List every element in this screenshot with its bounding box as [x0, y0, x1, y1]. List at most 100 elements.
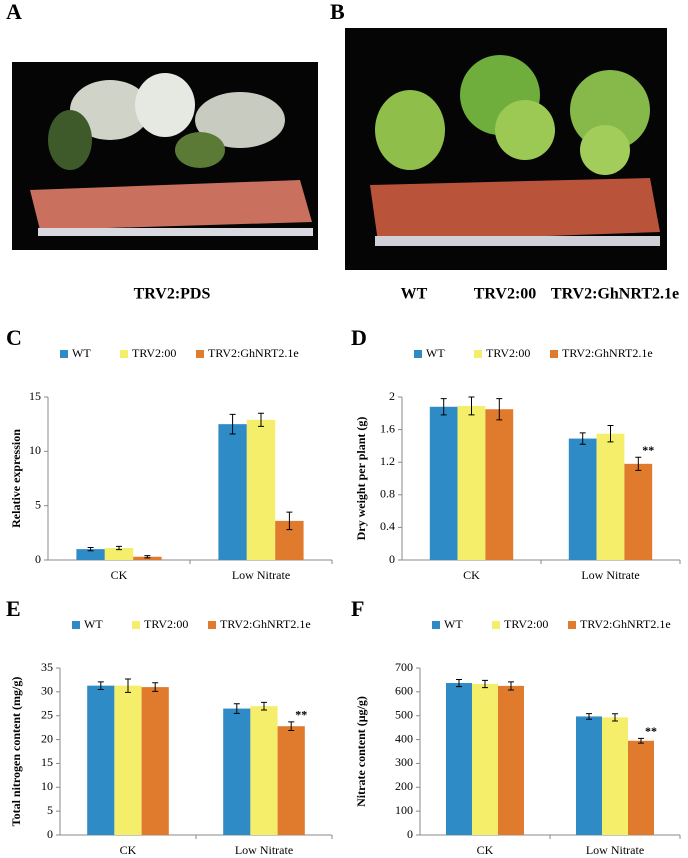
y-tick-label: 700 — [395, 660, 413, 674]
y-tick-label: 25 — [41, 707, 53, 721]
error-bar — [116, 545, 122, 551]
legend-label: WT — [426, 346, 445, 360]
error-bar — [508, 681, 514, 691]
legend-swatch — [196, 350, 204, 358]
y-axis-label: Total nitrogen content (mg/g) — [9, 677, 23, 827]
bar — [576, 716, 602, 835]
y-tick-label: 100 — [395, 803, 413, 817]
significance: ** — [645, 724, 657, 738]
legend-swatch — [132, 621, 140, 629]
x-tick-label: Low Nitrate — [581, 568, 639, 582]
panel-letter: E — [6, 596, 21, 621]
x-tick-label: CK — [120, 843, 137, 857]
photo-a — [12, 62, 318, 250]
y-tick-label: 200 — [395, 779, 413, 793]
x-tick-label: Low Nitrate — [232, 568, 290, 582]
legend-swatch — [414, 350, 422, 358]
legend-swatch — [568, 621, 576, 629]
error-bar — [125, 678, 131, 693]
y-tick-label: 0.8 — [380, 487, 395, 501]
bar — [602, 717, 628, 835]
bar — [596, 433, 625, 560]
legend-swatch — [120, 350, 128, 358]
y-tick-label: 20 — [41, 731, 53, 745]
panel-letter: A — [6, 0, 22, 24]
y-tick-label: 10 — [29, 443, 41, 457]
legend-label: TRV2:GhNRT2.1e — [208, 346, 299, 360]
y-tick-label: 2 — [389, 389, 395, 403]
error-bar — [286, 511, 293, 531]
legend-label: WT — [444, 617, 463, 631]
error-bar — [635, 456, 642, 471]
bar — [218, 424, 247, 560]
y-axis-label: Dry weight per plant (g) — [354, 417, 368, 541]
y-tick-label: 15 — [29, 389, 41, 403]
y-axis-label: Nitrate content (μg/g) — [354, 696, 368, 807]
y-tick-label: 0 — [35, 552, 41, 566]
x-tick-label: CK — [463, 568, 480, 582]
error-bar — [258, 412, 264, 427]
y-tick-label: 1.6 — [380, 421, 395, 435]
panel-letter: F — [351, 596, 364, 621]
error-bar — [607, 425, 614, 443]
photo-caption: TRV2:GhNRT2.1e — [551, 286, 679, 303]
error-bar — [468, 396, 475, 416]
error-bar — [496, 398, 503, 421]
x-tick-label: CK — [477, 843, 494, 857]
error-bar — [87, 547, 94, 552]
x-tick-label: Low Nitrate — [586, 843, 644, 857]
y-axis-label: Relative expression — [9, 429, 23, 528]
panel-letter: C — [6, 325, 22, 350]
bar — [446, 683, 472, 835]
bar — [223, 708, 251, 835]
legend-label: WT — [84, 617, 103, 631]
error-bar — [638, 737, 644, 744]
y-tick-label: 400 — [395, 731, 413, 745]
legend-swatch — [474, 350, 482, 358]
panel-letter: D — [351, 325, 367, 350]
x-tick-label: Low Nitrate — [235, 843, 293, 857]
error-bar — [233, 703, 240, 714]
legend-swatch — [208, 621, 216, 629]
legend-swatch — [72, 621, 80, 629]
error-bar — [456, 678, 462, 688]
y-tick-label: 5 — [47, 803, 53, 817]
legend-swatch — [550, 350, 558, 358]
y-tick-label: 500 — [395, 707, 413, 721]
bar — [114, 685, 142, 835]
error-bar — [229, 413, 236, 435]
bar — [87, 685, 115, 835]
bar — [277, 726, 305, 835]
y-tick-label: 300 — [395, 755, 413, 769]
y-tick-label: 600 — [395, 684, 413, 698]
y-tick-label: 0 — [389, 552, 395, 566]
error-bar — [261, 701, 267, 711]
y-tick-label: 30 — [41, 684, 53, 698]
error-bar — [482, 679, 488, 689]
significance: ** — [642, 443, 654, 457]
error-bar — [440, 398, 447, 416]
y-tick-label: 0 — [47, 827, 53, 841]
legend-label: WT — [72, 346, 91, 360]
y-tick-label: 15 — [41, 755, 53, 769]
photo-caption: WT — [401, 286, 428, 303]
y-tick-label: 1.2 — [380, 454, 395, 468]
bar — [498, 685, 524, 835]
error-bar — [586, 713, 592, 720]
legend-label: TRV2:00 — [504, 617, 548, 631]
error-bar — [288, 721, 295, 732]
legend-swatch — [432, 621, 440, 629]
y-tick-label: 10 — [41, 779, 53, 793]
legend-label: TRV2:GhNRT2.1e — [562, 346, 653, 360]
legend-label: TRV2:00 — [486, 346, 530, 360]
bar — [472, 683, 498, 835]
bar — [429, 406, 458, 560]
error-bar — [152, 682, 159, 692]
y-tick-label: 0.4 — [380, 519, 395, 533]
bar — [628, 740, 654, 835]
error-bar — [612, 713, 618, 722]
photo-caption: TRV2:00 — [474, 286, 537, 303]
photo-caption: TRV2:PDS — [134, 286, 211, 303]
legend-label: TRV2:00 — [144, 617, 188, 631]
